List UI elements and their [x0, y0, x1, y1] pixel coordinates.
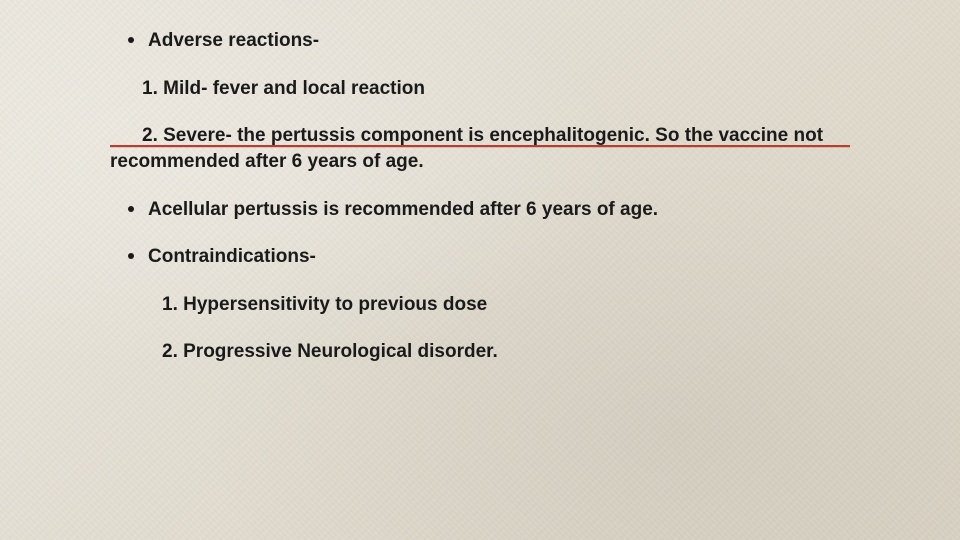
- sub-item: 1. Hypersensitivity to previous dose: [162, 292, 850, 318]
- bullet-text: Contraindications-: [148, 244, 850, 270]
- sub-item-text: 1. Hypersensitivity to previous dose: [162, 294, 487, 315]
- slide-body: Adverse reactions- 1. Mild- fever and lo…: [0, 0, 960, 540]
- sub-item-underlined: 2. Severe- the pertussis component is en…: [110, 123, 850, 174]
- bullet-item: Acellular pertussis is recommended after…: [110, 197, 850, 223]
- bullet-dot-icon: [128, 206, 134, 212]
- bullet-item: Contraindications-: [110, 244, 850, 270]
- bullet-text: Adverse reactions-: [148, 28, 850, 54]
- bullet-dot-icon: [128, 253, 134, 259]
- sub-item-text: 1. Mild- fever and local reaction: [142, 78, 425, 99]
- red-underline: [110, 145, 850, 147]
- sub-item: 2. Progressive Neurological disorder.: [162, 339, 850, 365]
- sub-item-line2: recommended after 6 years of age.: [110, 149, 850, 175]
- sub-item-text: 2. Progressive Neurological disorder.: [162, 341, 498, 362]
- bullet-text: Acellular pertussis is recommended after…: [148, 197, 850, 223]
- bullet-item: Adverse reactions-: [110, 28, 850, 54]
- sub-item: 1. Mild- fever and local reaction: [142, 76, 850, 102]
- bullet-dot-icon: [128, 37, 134, 43]
